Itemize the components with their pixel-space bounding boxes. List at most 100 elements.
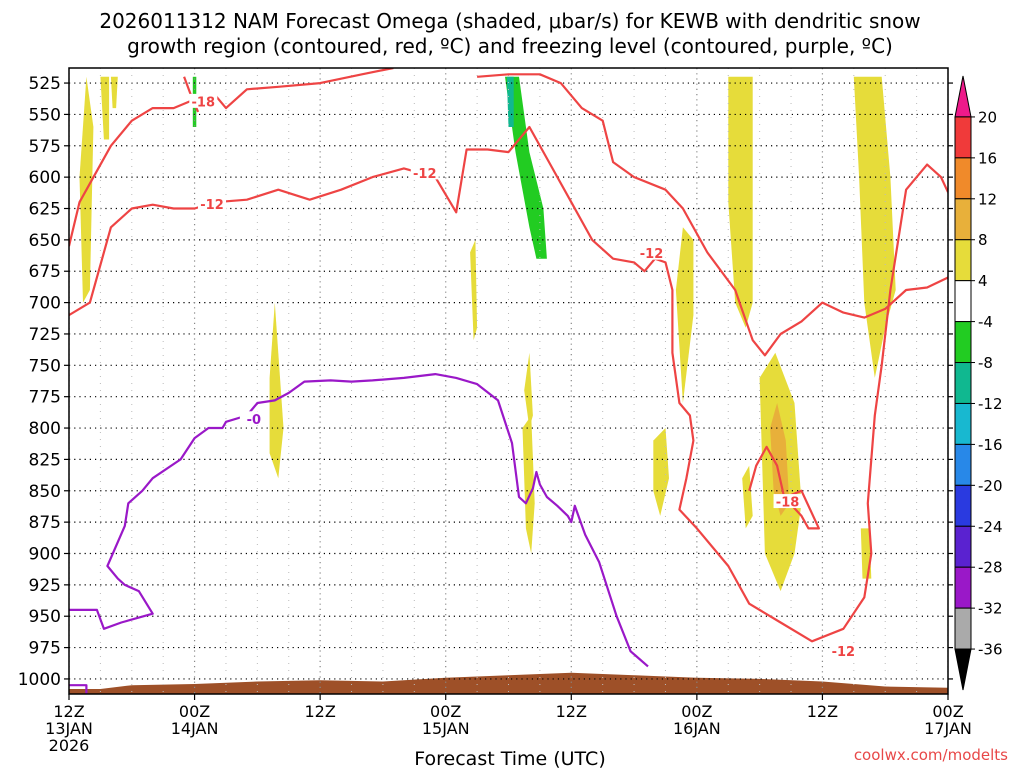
y-tick-label-725: 725 bbox=[29, 325, 61, 345]
omega-shade-7 bbox=[653, 428, 669, 516]
colorbar-label-6: -8 bbox=[978, 354, 993, 372]
omega-shade-16 bbox=[505, 76, 547, 259]
contour-label-0: -18 bbox=[192, 95, 216, 110]
colorbar-swatch-13 bbox=[954, 607, 972, 650]
colorbar-label-0: 20 bbox=[978, 108, 997, 126]
omega-shade-8 bbox=[675, 227, 694, 403]
y-tick-label-900: 900 bbox=[29, 544, 61, 564]
contour--12-2 bbox=[69, 125, 948, 643]
chart-title-line-2: growth region (contoured, red, ºC) and f… bbox=[127, 34, 893, 58]
omega-shade-10 bbox=[742, 465, 753, 529]
omega-shade-2 bbox=[110, 76, 118, 109]
y-tick-label-750: 750 bbox=[29, 356, 61, 376]
colorbar-swatch-11 bbox=[954, 525, 972, 568]
y-tick-label-700: 700 bbox=[29, 294, 61, 314]
colorbar-label-13: -36 bbox=[978, 641, 1003, 659]
contour-label-bg-2 bbox=[410, 165, 439, 180]
y-tick-label-775: 775 bbox=[29, 388, 61, 408]
colorbar-label-9: -20 bbox=[978, 477, 1003, 495]
contour-label-bg-3 bbox=[637, 245, 666, 260]
contour-label-5: -12 bbox=[832, 645, 856, 660]
x-tick-label-1-2: 14JAN bbox=[171, 719, 219, 738]
y-tick-label-800: 800 bbox=[29, 419, 61, 439]
omega-shade-13 bbox=[853, 76, 896, 378]
contour-label-2: -12 bbox=[413, 167, 437, 182]
omega-shade-4 bbox=[470, 239, 478, 341]
contour-label-bg-0 bbox=[189, 93, 218, 108]
contour-label-bg-1 bbox=[198, 196, 227, 211]
y-tick-label-525: 525 bbox=[29, 74, 61, 94]
x-tick-label-4-1: 12Z bbox=[556, 702, 587, 721]
contour--12-3 bbox=[477, 73, 948, 357]
colorbar-swatch-5 bbox=[954, 280, 972, 323]
y-tick-label-875: 875 bbox=[29, 513, 61, 533]
colorbar-swatch-7 bbox=[954, 362, 972, 404]
x-tick-label-0-1: 12Z bbox=[53, 702, 84, 721]
omega-shade-17 bbox=[506, 76, 514, 127]
colorbar: 20 16 12 8 4 -4 -8 -12 -16 -20 -24 -28 -32 -36 bbox=[954, 75, 1003, 691]
colorbar-swatch-9 bbox=[954, 443, 972, 486]
x-tick-label-1-1: 00Z bbox=[179, 702, 210, 721]
y-tick-label-850: 850 bbox=[29, 482, 61, 502]
colorbar-label-5: -4 bbox=[978, 313, 993, 331]
y-tick-label-625: 625 bbox=[29, 200, 61, 220]
contour-0-5 bbox=[69, 373, 649, 668]
y-tick-label-825: 825 bbox=[29, 450, 61, 470]
x-tick-label-5-2: 16JAN bbox=[673, 719, 721, 738]
chart-title-line-1: 2026011312 NAM Forecast Omega (shaded, μ… bbox=[99, 9, 920, 33]
x-tick-label-3-1: 00Z bbox=[430, 702, 461, 721]
x-tick-label-5-1: 00Z bbox=[681, 702, 712, 721]
y-tick-label-975: 975 bbox=[29, 639, 61, 659]
terrain bbox=[69, 672, 948, 694]
plot-frame bbox=[68, 67, 949, 695]
y-tick-label-550: 550 bbox=[29, 105, 61, 125]
contour-label-3: -12 bbox=[640, 247, 664, 262]
y-tick-label-600: 600 bbox=[29, 168, 61, 188]
colorbar-label-11: -28 bbox=[978, 559, 1003, 577]
x-tick-label-3-2: 15JAN bbox=[422, 719, 470, 738]
contour-label-1: -12 bbox=[200, 198, 224, 213]
omega-shade-9 bbox=[728, 76, 753, 328]
x-tick-label-7-2: 17JAN bbox=[924, 719, 972, 738]
colorbar-label-3: 8 bbox=[978, 231, 988, 249]
omega-shade-1 bbox=[100, 76, 110, 140]
contour-label-6: -0 bbox=[247, 413, 261, 428]
colorbar-arrow-bottom bbox=[954, 648, 972, 691]
colorbar-swatch-4 bbox=[954, 239, 972, 282]
x-tick-label-0-3: 2026 bbox=[49, 736, 90, 755]
colorbar-swatch-3 bbox=[954, 198, 972, 241]
omega-shade-3 bbox=[269, 302, 284, 479]
colorbar-label-8: -16 bbox=[978, 436, 1003, 454]
y-tick-label-650: 650 bbox=[29, 231, 61, 251]
contour--12-1 bbox=[69, 68, 394, 247]
y-tick-label-575: 575 bbox=[29, 137, 61, 157]
x-tick-label-7-1: 00Z bbox=[932, 702, 963, 721]
y-tick-label-925: 925 bbox=[29, 576, 61, 596]
colorbar-label-10: -24 bbox=[978, 518, 1003, 536]
colorbar-arrow-top bbox=[954, 75, 972, 118]
colorbar-label-1: 16 bbox=[978, 149, 997, 167]
colorbar-swatch-10 bbox=[954, 484, 972, 527]
colorbar-swatch-12 bbox=[954, 566, 972, 609]
contour-label-bg-5 bbox=[829, 643, 858, 658]
x-axis-label: Forecast Time (UTC) bbox=[414, 748, 605, 768]
colorbar-swatch-1 bbox=[954, 116, 972, 159]
colorbar-label-2: 12 bbox=[978, 190, 997, 208]
plot-area: -18 -12 -12 -12 -18 -12 -0 525 550 575 600 625 650 67… bbox=[18, 67, 972, 755]
colorbar-swatch-2 bbox=[954, 157, 972, 200]
contour-label-bg-4 bbox=[773, 494, 802, 509]
y-tick-label-1000: 1000 bbox=[18, 670, 61, 690]
contour-label-bg-6 bbox=[239, 411, 268, 426]
omega-shade-5 bbox=[524, 352, 533, 428]
x-tick-label-6-1: 12Z bbox=[807, 702, 838, 721]
colorbar-label-4: 4 bbox=[978, 272, 988, 290]
y-tick-label-950: 950 bbox=[29, 607, 61, 627]
colorbar-label-12: -32 bbox=[978, 600, 1003, 618]
contour-label-4: -18 bbox=[776, 496, 800, 511]
contour-0-6 bbox=[69, 684, 88, 694]
plot-inner: -18 -12 -12 -12 -18 -12 -0 bbox=[69, 68, 948, 694]
colorbar-swatch-8 bbox=[954, 402, 972, 445]
omega-shade-14 bbox=[770, 403, 790, 516]
colorbar-label-7: -12 bbox=[978, 395, 1003, 413]
x-tick-label-0-2: 13JAN bbox=[45, 719, 93, 738]
